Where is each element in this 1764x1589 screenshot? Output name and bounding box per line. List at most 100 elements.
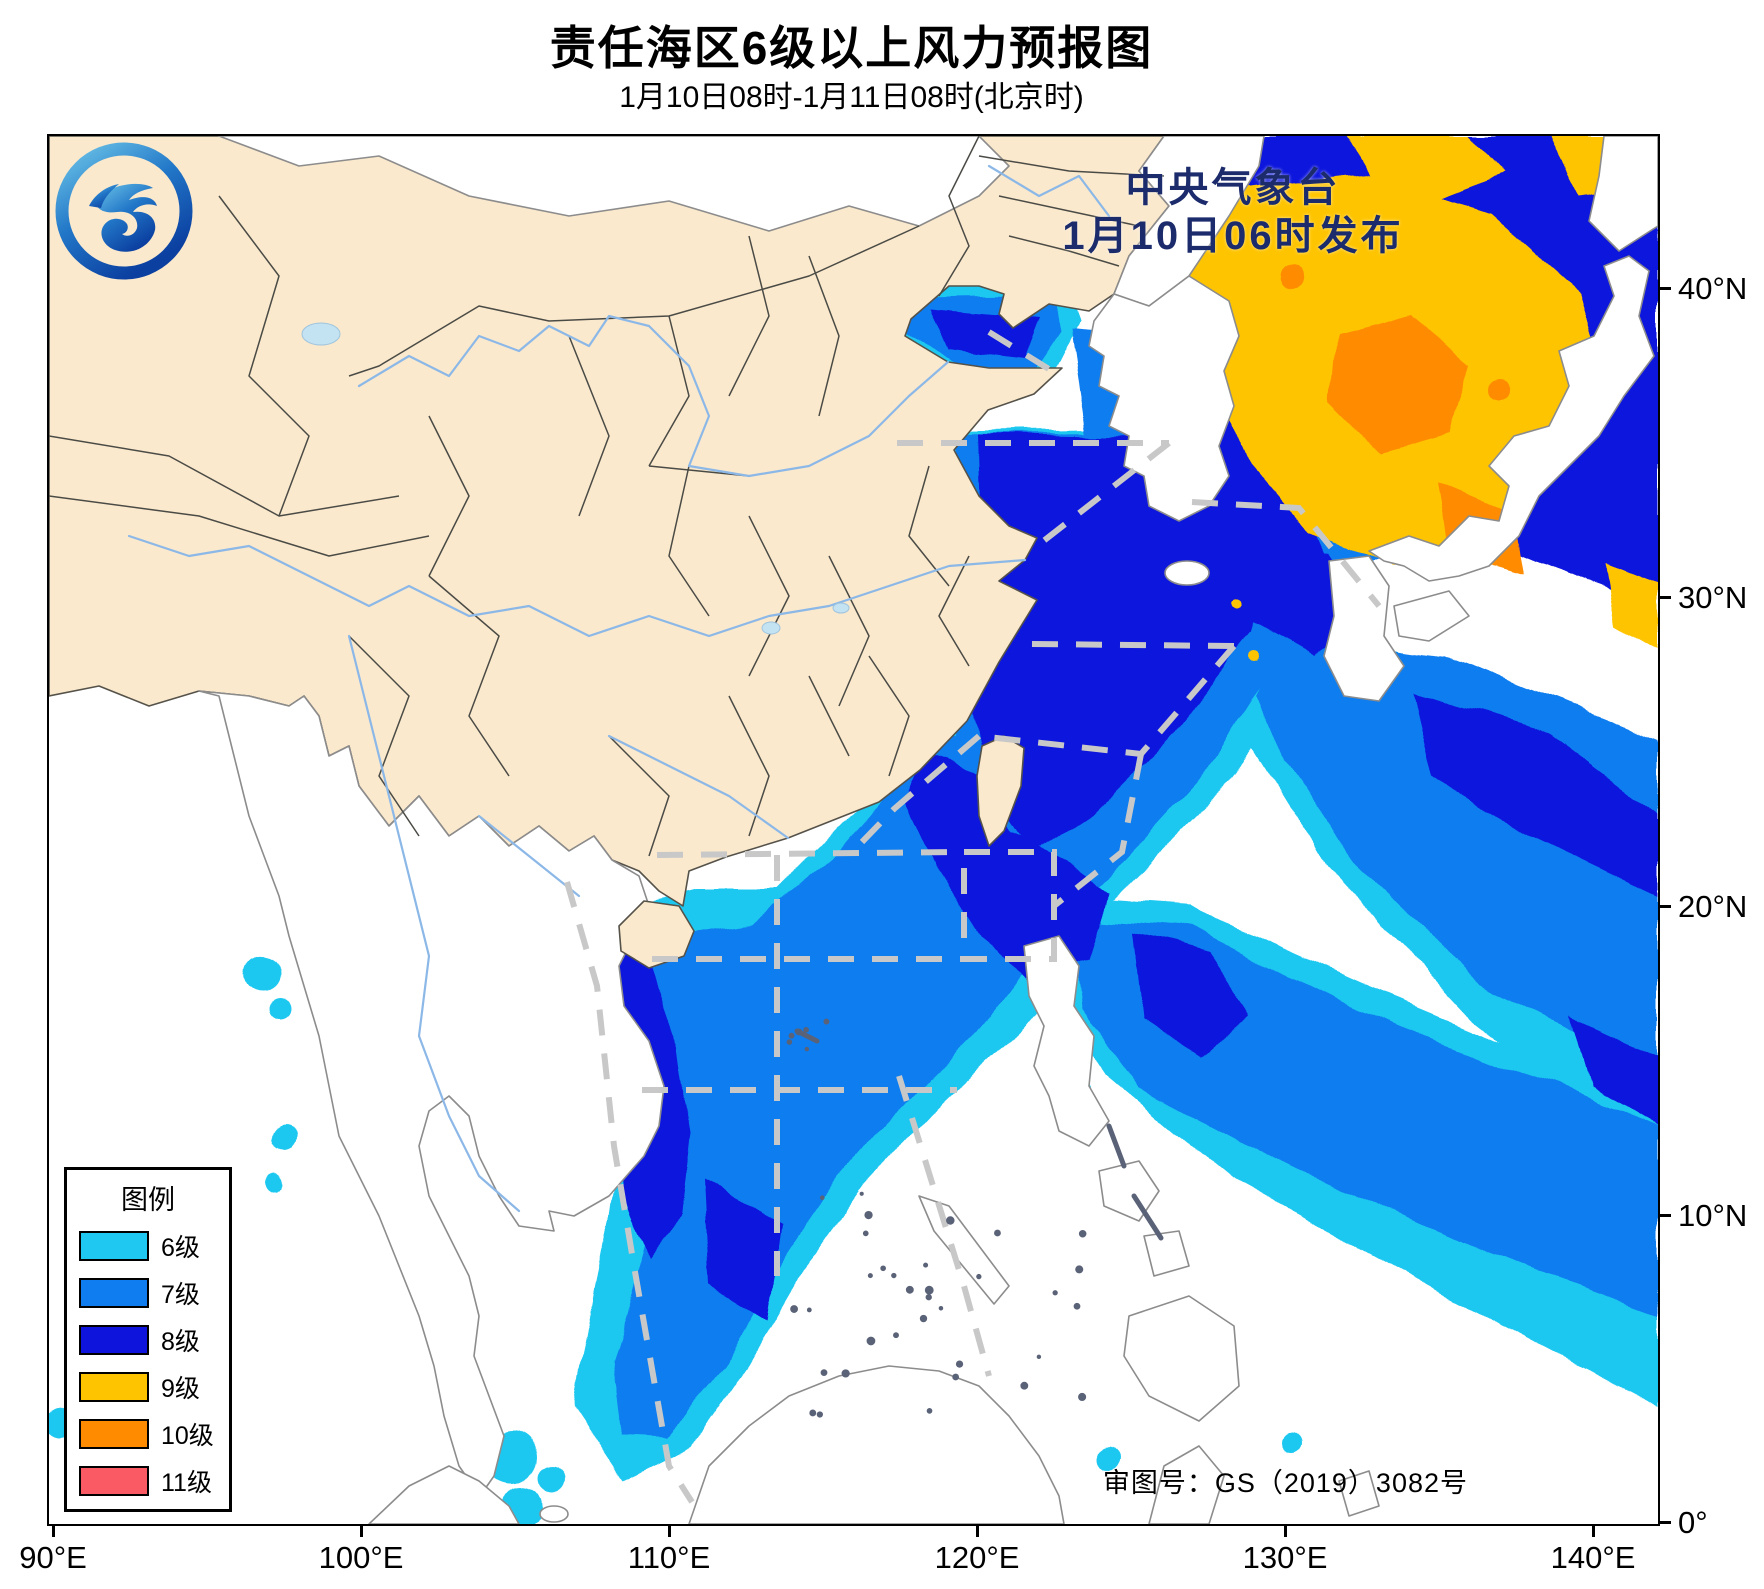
x-axis-label: 120°E — [934, 1540, 1020, 1575]
reef-dot — [867, 1273, 873, 1279]
legend-label: 7级 — [161, 1281, 200, 1309]
x-axis-tick — [976, 1524, 979, 1537]
maluku-isle — [1338, 1470, 1380, 1517]
x-axis-label: 140°E — [1550, 1540, 1636, 1575]
issuer-name: 中央气象台 — [1125, 166, 1341, 210]
sea-zone-boundaries — [564, 329, 1382, 1504]
y-axis-tick — [1658, 1521, 1671, 1524]
legend-swatch — [79, 1325, 149, 1355]
reef-dot — [946, 1216, 955, 1225]
x-axis-label: 100°E — [318, 1540, 404, 1575]
x-axis-tick — [1592, 1524, 1595, 1537]
mindanao — [1123, 1295, 1240, 1422]
reef-dot — [862, 1230, 869, 1237]
legend-item: 11级 — [79, 1463, 229, 1499]
legend-label: 10级 — [161, 1422, 214, 1450]
legend-item: 9级 — [79, 1369, 229, 1405]
y-axis-label: 0° — [1678, 1505, 1708, 1540]
korea-peninsula — [1088, 275, 1240, 522]
y-axis-tick — [1658, 596, 1671, 599]
x-axis-label: 110°E — [627, 1540, 711, 1575]
legend-swatch — [79, 1419, 149, 1449]
reef-dot — [864, 1210, 873, 1220]
y-axis-tick — [1658, 287, 1671, 290]
bangka-island — [539, 1505, 569, 1523]
reef-dot — [795, 1028, 803, 1036]
reef-dot — [891, 1272, 897, 1279]
honshu — [1368, 255, 1655, 582]
map-frame: 中央气象台 1月10日06时发布 审图号：GS（2019）3082号 图例 6级… — [47, 134, 1660, 1526]
samar — [1143, 1230, 1190, 1277]
x-axis-tick — [52, 1524, 55, 1537]
mongolia — [218, 136, 1010, 232]
reef-dot — [1020, 1381, 1029, 1390]
reef-dot — [923, 1262, 929, 1268]
legend-label: 9级 — [161, 1375, 200, 1403]
y-axis-label: 30°N — [1678, 580, 1748, 615]
reef-dot — [925, 1294, 932, 1301]
legend-title: 图例 — [121, 1185, 175, 1215]
reef-dot — [804, 1046, 810, 1052]
legend-rows: 6级 7级 8级 9级 10级 11级 — [67, 1228, 229, 1499]
reef-dot — [1073, 1302, 1081, 1310]
y-axis-label: 40°N — [1678, 271, 1748, 306]
legend-item: 10级 — [79, 1416, 229, 1452]
x-axis-tick — [360, 1524, 363, 1537]
issue-time: 1月10日06时发布 — [1062, 214, 1404, 258]
x-axis-label: 130°E — [1242, 1540, 1328, 1575]
legend-swatch — [79, 1278, 149, 1308]
reef-dot — [819, 1195, 825, 1201]
reef-dot — [809, 1409, 817, 1417]
reef-dot — [926, 1408, 933, 1414]
reef-dot — [841, 1369, 850, 1378]
hokkaido — [1588, 136, 1658, 252]
legend-swatch — [79, 1372, 149, 1402]
reef-dot — [880, 1265, 886, 1272]
issuer-watermark: 中央气象台 1月10日06时发布 — [993, 164, 1473, 260]
reef-dot — [952, 1373, 960, 1381]
shikoku — [1393, 590, 1470, 642]
reef-dot — [788, 1032, 795, 1039]
y-axis-tick — [1658, 905, 1671, 908]
x-axis-tick — [668, 1524, 671, 1537]
reef-dot — [1078, 1392, 1087, 1402]
reef-dot — [994, 1229, 1001, 1237]
reef-dot — [1078, 1229, 1087, 1238]
hainan — [618, 900, 695, 969]
reef-dot — [859, 1191, 864, 1196]
reef-dot — [786, 1039, 793, 1045]
legend-swatch — [79, 1466, 149, 1496]
legend-box: 图例 6级 7级 8级 9级 10级 11级 — [64, 1167, 232, 1512]
legend-swatch — [79, 1231, 149, 1261]
reef-dot — [1075, 1265, 1084, 1274]
reef-speckles — [786, 1018, 1164, 1418]
reef-dot — [790, 1305, 799, 1313]
y-axis-tick — [1658, 1214, 1671, 1217]
visayas — [1098, 1160, 1160, 1222]
reef-dot — [955, 1360, 964, 1368]
reef-dot — [866, 1336, 876, 1346]
reef-dot — [803, 1026, 809, 1033]
kyushu — [1323, 555, 1405, 702]
map-survey-number: 审图号：GS（2019）3082号 — [1102, 1468, 1468, 1498]
y-axis-label: 10°N — [1678, 1198, 1748, 1233]
legend-label: 8级 — [161, 1328, 200, 1356]
reef-dot — [816, 1411, 823, 1418]
reef-dot — [919, 1314, 928, 1323]
rivers — [127, 164, 1111, 1213]
reef-dot — [1036, 1354, 1042, 1360]
legend-item: 6级 — [79, 1228, 229, 1264]
x-axis-label: 90°E — [19, 1540, 87, 1575]
lakes — [301, 322, 850, 635]
x-axis-tick — [1284, 1524, 1287, 1537]
cma-logo — [55, 142, 193, 280]
indochina — [198, 690, 665, 1497]
borneo — [688, 1365, 1065, 1524]
map-canvas — [49, 136, 1658, 1524]
page-title: 责任海区6级以上风力预报图 — [549, 22, 1154, 74]
reef-dot — [820, 1369, 828, 1377]
page-subtitle: 1月10日08时-1月11日08时(北京时) — [619, 81, 1084, 114]
reef-dot — [823, 1018, 830, 1025]
legend-item: 7级 — [79, 1275, 229, 1311]
